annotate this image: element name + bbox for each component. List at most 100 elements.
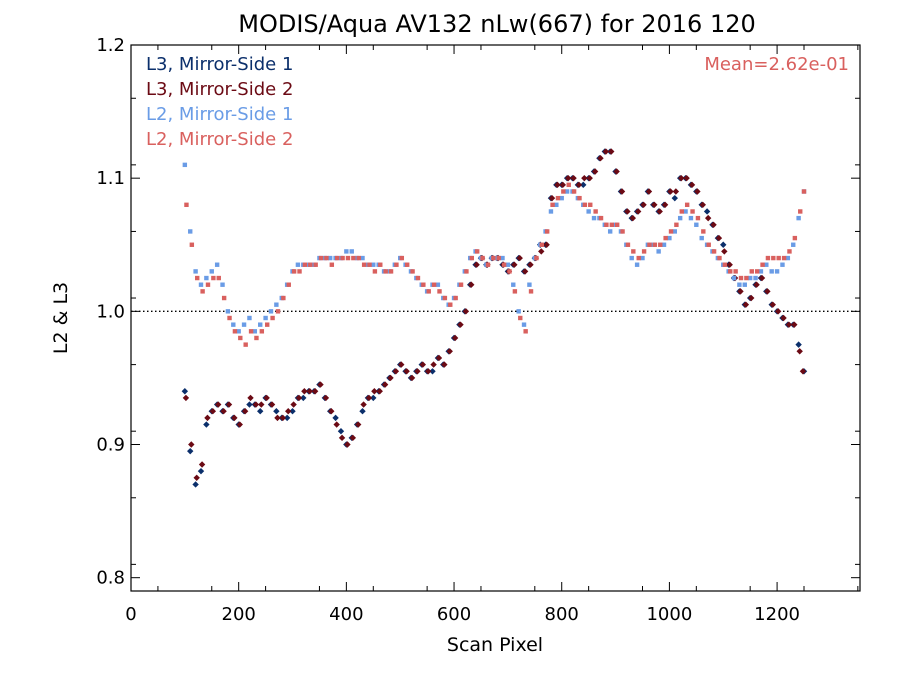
data-point [570,174,577,182]
data-point [737,282,742,287]
data-point [511,261,518,268]
data-point [597,154,604,162]
x-tick-label: 1200 [754,604,800,625]
data-point [480,255,485,261]
data-point [602,148,610,155]
data-point [258,322,263,327]
data-point [780,262,785,267]
data-point [238,335,243,341]
data-point [747,275,753,281]
data-point [609,222,614,227]
data-point [371,262,376,267]
data-point [799,368,807,375]
data-point [614,222,620,227]
data-point [198,282,204,287]
legend: L3, Mirror-Side 1 L3, Mirror-Side 2 L2, Mi… [146,54,293,150]
data-point [521,322,527,327]
x-axis-label: Scan Pixel [447,634,543,656]
data-point [306,388,313,395]
data-point [394,262,399,267]
data-point [742,301,750,308]
y-axis-label: L2 & L3 [50,282,72,354]
data-point [289,408,296,415]
data-point [328,408,335,415]
data-point [516,254,523,262]
data-point [360,255,365,261]
data-point [344,249,349,254]
data-point [631,249,636,254]
chart-title: MODIS/Aqua AV132 nLw(667) for 2016 120 [238,10,756,38]
data-point [426,289,431,294]
data-point [268,309,274,314]
data-point [588,202,593,208]
data-point [699,201,706,209]
legend-entry: L3, Mirror-Side 2 [146,79,293,100]
data-point [554,181,561,189]
data-point [769,269,774,274]
x-tick-label: 600 [437,604,471,625]
data-point [544,229,550,234]
data-point [580,181,587,189]
data-point [796,348,803,355]
data-point [221,295,227,301]
data-point [291,269,297,274]
data-point [188,229,193,234]
data-point [311,388,319,395]
data-point [457,321,464,328]
data-point [247,394,254,402]
data-point [324,255,329,261]
data-point [491,255,496,261]
data-point [548,194,556,202]
data-point [290,401,297,408]
data-point [661,242,667,247]
data-point [781,255,787,261]
data-point [388,269,394,274]
data-point [625,242,631,247]
data-point [679,209,684,214]
data-point [518,315,523,321]
data-point [355,421,362,428]
data-point [469,255,475,261]
data-point [651,201,658,209]
data-point [581,174,588,182]
data-point [231,322,236,327]
data-point [345,255,351,261]
data-point [731,275,737,281]
data-point [328,255,333,261]
data-point [335,255,340,261]
data-point [424,368,432,375]
data-point [225,309,231,314]
data-point [624,208,631,215]
data-point [209,269,214,274]
data-point [259,329,265,334]
series-3 [182,162,807,334]
data-point [758,269,764,274]
plot-frame [130,44,861,592]
data-point [677,215,683,221]
data-point [322,394,330,402]
data-point [430,361,437,368]
data-point [636,255,641,261]
y-tick-label: 0.9 [96,435,125,456]
data-point [564,174,572,182]
data-point [516,309,521,314]
data-point [704,214,712,222]
data-point [742,282,747,287]
data-point [776,255,781,261]
data-point [620,229,625,234]
data-point [419,361,427,368]
data-point [204,275,209,281]
data-point [771,255,776,261]
data-point [512,289,518,294]
data-point [521,268,529,275]
data-point [758,274,766,282]
data-point [448,302,453,307]
data-point [189,242,195,247]
data-point [313,262,318,267]
data-point [663,235,668,241]
data-point [795,341,802,348]
data-point [405,262,410,267]
data-point [672,188,680,195]
data-point [726,261,733,268]
